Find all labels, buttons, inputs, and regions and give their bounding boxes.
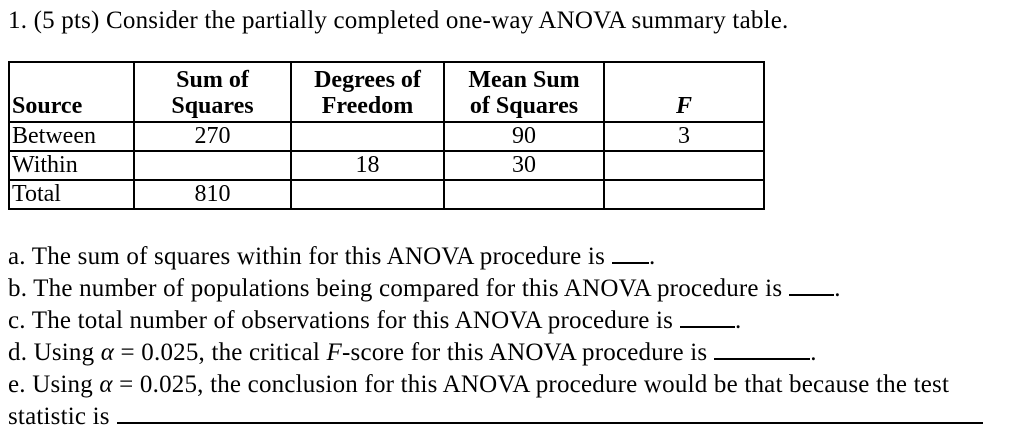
cell-between-source: Between [8,121,135,152]
answer-blank-c [680,323,736,328]
cell-total-ms [443,179,605,210]
cell-between-ms: 90 [443,121,605,152]
table-row-between: Between 270 90 3 [8,121,765,152]
answer-blank-e [116,419,983,424]
question-e-text-1: e. Using [8,371,100,398]
cell-total-df [290,179,445,210]
question-a-period: . [649,243,656,270]
question-d-text-1: d. Using [8,339,101,366]
question-d-text-3: -score for this ANOVA procedure is [341,339,708,366]
cell-within-f [603,150,765,181]
col-header-mean-sum-of-squares: Mean Sum of Squares [443,61,605,123]
question-e-text-3: statistic is [8,403,110,430]
answer-blank-b [789,291,835,296]
cell-total-ss: 810 [133,179,292,210]
f-symbol: F [326,339,342,366]
col-header-sum-of-squares: Sum of Squares [133,61,292,123]
question-d-text-2: = 0.025, the critical [114,339,327,366]
question-d: d. Using α = 0.025, the critical F-score… [8,337,1024,369]
cell-within-source: Within [8,150,135,181]
document-page: 1. (5 pts) Consider the partially comple… [8,7,1024,433]
problem-title: 1. (5 pts) Consider the partially comple… [8,7,789,34]
questions-block: a. The sum of squares within for this AN… [8,241,1024,433]
table-row-total: Total 810 [8,179,765,210]
question-c-text: c. The total number of observations for … [8,307,674,334]
question-c: c. The total number of observations for … [8,305,1024,337]
question-e-line2: statistic is [8,401,1024,433]
question-a-text: a. The sum of squares within for this AN… [8,243,606,270]
table-row-within: Within 18 30 [8,150,765,181]
answer-blank-a [612,259,650,264]
question-c-period: . [735,307,742,334]
alpha-symbol: α [100,339,115,366]
anova-summary-table: Source Sum of Squares Degrees of Freedom M… [8,61,765,210]
cell-within-ms: 30 [443,150,605,181]
col-header-source: Source [8,61,135,123]
question-d-period: . [810,339,817,366]
col-header-source-label: Source [12,93,83,119]
table-header-row: Source Sum of Squares Degrees of Freedom M… [8,61,765,123]
question-e-text-2: = 0.025, the conclusion for this ANOVA p… [112,371,950,398]
question-a: a. The sum of squares within for this AN… [8,241,1024,273]
question-e-line1: e. Using α = 0.025, the conclusion for t… [8,369,1024,401]
alpha-symbol: α [99,371,113,398]
cell-between-ss: 270 [133,121,292,152]
cell-within-df: 18 [290,150,445,181]
question-b-text: b. The number of populations being compa… [8,275,783,302]
cell-total-source: Total [8,179,135,210]
cell-total-f [603,179,765,210]
question-b: b. The number of populations being compa… [8,273,1024,305]
col-header-f: F [603,61,765,123]
cell-between-f: 3 [603,121,765,152]
col-header-degrees-of-freedom: Degrees of Freedom [290,61,445,123]
cell-between-df [290,121,445,152]
question-b-period: . [834,275,841,302]
answer-blank-d [714,355,811,360]
cell-within-ss [133,150,292,181]
